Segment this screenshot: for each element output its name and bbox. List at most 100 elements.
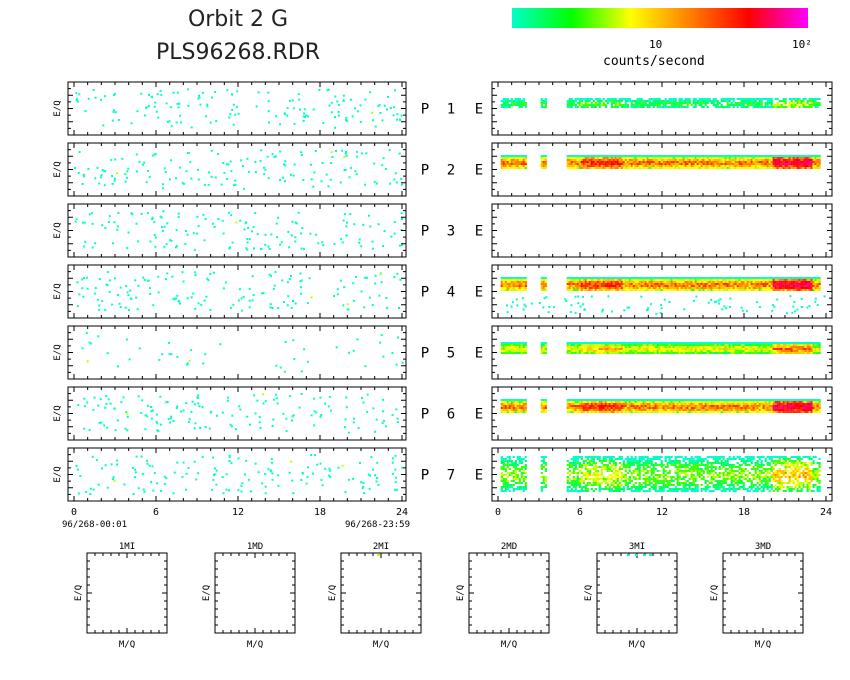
- data-cell: [774, 279, 777, 281]
- data-cell: [668, 289, 671, 291]
- data-cell: [710, 342, 713, 344]
- data-cell: [594, 104, 597, 106]
- data-cell: [348, 351, 350, 354]
- data-cell: [584, 165, 587, 167]
- data-cell: [630, 100, 633, 102]
- data-cell: [574, 352, 577, 354]
- data-cell: [616, 100, 619, 102]
- data-cell: [334, 95, 337, 98]
- data-cell: [726, 352, 729, 354]
- data-cell: [784, 106, 787, 108]
- data-cell: [710, 102, 713, 104]
- data-cell: [714, 283, 717, 285]
- data-cell: [188, 359, 191, 362]
- data-cell: [640, 281, 643, 283]
- data-cell: [137, 240, 140, 243]
- data-cell: [608, 100, 611, 102]
- data-cell: [770, 283, 773, 285]
- data-cell: [572, 165, 575, 167]
- data-cell: [784, 98, 787, 100]
- data-cell: [823, 295, 826, 298]
- data-cell: [584, 98, 587, 100]
- data-cell: [524, 167, 527, 169]
- data-cell: [604, 279, 607, 281]
- data-cell: [800, 283, 803, 285]
- data-cell: [235, 106, 238, 109]
- data-cell: [610, 352, 613, 354]
- data-cell: [636, 155, 639, 157]
- data-cell: [744, 348, 747, 350]
- data-cell: [776, 163, 779, 165]
- data-cell: [512, 161, 515, 163]
- data-cell: [572, 346, 575, 348]
- data-cell: [590, 287, 593, 289]
- data-cell: [234, 179, 237, 182]
- data-cell: [714, 350, 717, 352]
- data-cell: [608, 346, 611, 348]
- data-cell: [642, 350, 645, 352]
- data-cell: [612, 159, 615, 161]
- data-cell: [608, 352, 611, 354]
- data-cell: [714, 106, 717, 108]
- data-cell: [784, 165, 787, 167]
- data-cell: [736, 352, 739, 354]
- data-cell: [122, 396, 125, 399]
- data-cell: [393, 276, 396, 278]
- data-cell: [614, 165, 617, 167]
- data-cell: [272, 287, 275, 290]
- data-cell: [190, 296, 193, 299]
- data-cell: [706, 342, 709, 344]
- data-cell: [634, 167, 637, 169]
- data-cell: [638, 155, 641, 157]
- data-cell: [722, 159, 725, 161]
- data-cell: [246, 238, 249, 240]
- data-cell: [568, 106, 571, 108]
- data-cell: [644, 100, 647, 102]
- data-cell: [365, 276, 368, 279]
- data-cell: [524, 157, 527, 159]
- data-cell: [772, 163, 775, 165]
- data-cell: [516, 161, 519, 163]
- data-cell: [352, 349, 355, 352]
- data-cell: [734, 287, 737, 289]
- data-cell: [328, 395, 331, 398]
- data-cell: [692, 283, 695, 285]
- data-cell: [720, 281, 723, 283]
- data-cell: [622, 155, 625, 157]
- data-cell: [648, 285, 651, 287]
- data-cell: [187, 88, 190, 91]
- data-cell: [816, 277, 819, 279]
- data-cell: [714, 279, 717, 281]
- data-cell: [642, 279, 645, 281]
- data-cell: [150, 417, 153, 420]
- data-cell: [730, 285, 733, 287]
- data-cell: [187, 104, 190, 107]
- data-cell: [716, 344, 719, 346]
- data-cell: [764, 155, 767, 157]
- data-cell: [806, 344, 809, 346]
- data-cell: [294, 221, 297, 224]
- data-cell: [346, 308, 349, 311]
- data-cell: [684, 281, 687, 283]
- data-cell: [588, 165, 591, 167]
- data-cell: [201, 91, 204, 94]
- data-cell: [155, 420, 158, 423]
- data-cell: [157, 116, 160, 119]
- data-cell: [770, 106, 773, 108]
- data-cell: [348, 176, 351, 179]
- data-cell: [706, 167, 709, 169]
- data-cell: [119, 306, 122, 309]
- data-cell: [282, 163, 285, 166]
- data-cell: [371, 304, 374, 306]
- data-cell: [668, 157, 671, 159]
- data-cell: [103, 424, 106, 427]
- data-cell: [658, 287, 661, 289]
- data-cell: [630, 163, 633, 165]
- data-cell: [796, 342, 799, 344]
- data-cell: [772, 167, 775, 169]
- data-cell: [682, 167, 685, 169]
- data-cell: [792, 104, 795, 106]
- data-cell: [548, 306, 551, 308]
- data-cell: [752, 344, 755, 346]
- data-cell: [371, 111, 374, 114]
